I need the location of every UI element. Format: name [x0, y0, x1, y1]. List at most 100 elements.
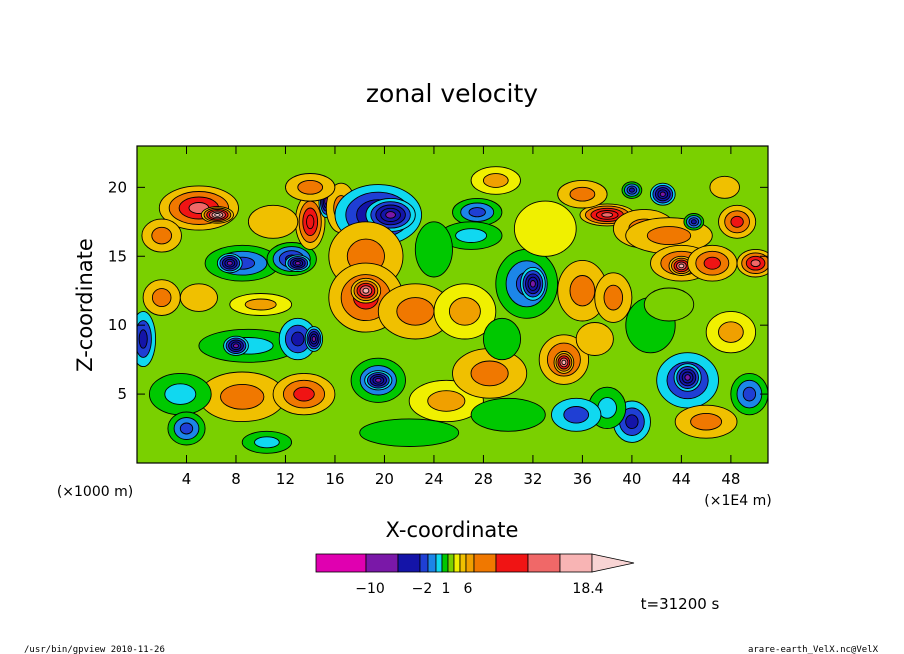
- colorbar-box-1: [365, 553, 399, 573]
- z-axis-label: Z-coordinate: [73, 238, 97, 372]
- velocity-blob-27-level-4: [601, 212, 614, 218]
- chart-title: zonal velocity: [366, 79, 538, 108]
- velocity-blob-41-level-2: [625, 414, 639, 430]
- velocity-blob-21-level-1: [455, 228, 488, 243]
- z-tick-label-5: 5: [117, 385, 127, 403]
- x-tick-label-28: 28: [474, 470, 493, 488]
- velocity-blob-48-level-2: [291, 331, 305, 347]
- velocity-blob-49-level-4: [311, 336, 317, 342]
- x-tick-label-32: 32: [523, 470, 542, 488]
- velocity-blob-71-level-0: [414, 221, 453, 278]
- velocity-blob-58-level-1: [563, 406, 590, 424]
- velocity-blob-73-level-0: [643, 287, 695, 322]
- x-tick-label-24: 24: [424, 470, 443, 488]
- colorbar-box-9: [459, 553, 467, 573]
- velocity-blob-69-level-1: [244, 298, 277, 311]
- colorbar-box-6: [441, 553, 449, 573]
- velocity-blob-29-level-1: [646, 226, 692, 246]
- z-axis-ticks: 5 10 15 20: [108, 178, 768, 403]
- x-tick-label-48: 48: [721, 470, 740, 488]
- z-tick-label-10: 10: [108, 316, 127, 334]
- velocity-blob-40-level-2: [742, 386, 757, 402]
- velocity-blob-61-level-0: [513, 200, 577, 257]
- z-tick-label-15: 15: [108, 247, 127, 265]
- velocity-blob-53-level-2: [179, 422, 194, 435]
- colorbar-box-12: [495, 553, 529, 573]
- colorbar-label-6: 6: [464, 581, 473, 597]
- velocity-blob-7-level-3: [306, 214, 315, 230]
- velocity-blob-56-level-1: [470, 360, 509, 387]
- velocity-blob-4-level-4: [226, 260, 233, 266]
- x-tick-label-8: 8: [231, 470, 241, 488]
- x-tick-label-40: 40: [622, 470, 641, 488]
- velocity-blob-17-level-1: [448, 297, 481, 326]
- z-unit-label: (×1000 m): [57, 484, 133, 500]
- velocity-blob-51-level-2: [293, 386, 315, 402]
- colorbar-box-2: [397, 553, 421, 573]
- velocity-blob-64-level-0: [709, 175, 740, 199]
- z-tick-label-20: 20: [108, 178, 127, 196]
- velocity-blob-47-level-4: [233, 343, 239, 349]
- velocity-blob-55-level-1: [427, 390, 466, 412]
- velocity-blob-68-level-0: [179, 283, 218, 312]
- velocity-blob-63-level-2: [730, 215, 744, 228]
- x-tick-label-20: 20: [375, 470, 394, 488]
- velocity-blob-45-level-1: [603, 284, 624, 311]
- colorbar-label-18_4: 18.4: [572, 581, 603, 597]
- velocity-blob-43-level-1: [690, 412, 723, 431]
- velocity-blob-57-level-0: [470, 397, 546, 432]
- velocity-blob-16-level-1: [396, 297, 435, 326]
- velocity-blob-2-level-1: [151, 226, 173, 245]
- colorbar-box-8: [453, 553, 461, 573]
- colorbar-box-11: [473, 553, 497, 573]
- velocity-blob-66-level-2: [138, 329, 148, 349]
- velocity-blob-54-level-1: [254, 436, 280, 449]
- colorbar-box-13: [527, 553, 561, 573]
- velocity-blob-35-level-3: [628, 187, 635, 193]
- velocity-blob-50-level-1: [220, 383, 265, 410]
- velocity-blob-19-level-4: [375, 377, 382, 383]
- colorbar: [315, 553, 635, 573]
- velocity-blob-24-level-4: [529, 280, 536, 288]
- colorbar-label-1: 1: [442, 581, 451, 597]
- velocity-blob-10-level-0: [247, 204, 299, 239]
- velocity-blob-72-level-0: [575, 322, 614, 356]
- x-tick-label-44: 44: [672, 470, 691, 488]
- velocity-blob-15-level-4: [362, 287, 370, 294]
- colorbar-labels: −10 −2 1 6 18.4: [355, 581, 603, 597]
- velocity-blob-33-level-3: [750, 259, 761, 268]
- footer-file-variable: arare-earth_VelX.nc@VelX: [748, 645, 879, 654]
- velocity-blob-70-level-0: [482, 317, 522, 361]
- velocity-blob-31-level-4: [678, 263, 685, 269]
- colorbar-box-0: [315, 553, 367, 573]
- velocity-blob-39-level-4: [684, 374, 691, 381]
- velocity-field: [137, 146, 768, 463]
- velocity-blob-20-level-2: [468, 207, 486, 218]
- colorbar-label--10: −10: [355, 581, 385, 597]
- velocity-blob-52-level-1: [164, 383, 197, 405]
- colorbar-box-5: [435, 553, 443, 573]
- velocity-blob-65-level-1: [718, 321, 744, 343]
- velocity-blob-12-level-4: [385, 211, 396, 219]
- velocity-blob-62-level-1: [569, 186, 596, 202]
- x-tick-label-4: 4: [182, 470, 192, 488]
- velocity-blob-44-level-1: [569, 275, 596, 307]
- velocity-blob-32-level-2: [703, 256, 721, 270]
- velocity-blob-60-level-1: [297, 179, 324, 195]
- colorbar-box-7: [447, 553, 455, 573]
- velocity-blob-1-level-5: [214, 213, 221, 217]
- x-axis-ticks: 4 8 12 16 20 24 28 32 36 40 44 48: [182, 146, 740, 488]
- colorbar-box-14: [559, 553, 593, 573]
- velocity-blob-6-level-4: [294, 261, 301, 266]
- velocity-blob-59-level-0: [359, 418, 460, 447]
- plot-frame: [136, 145, 769, 464]
- x-tick-label-36: 36: [573, 470, 592, 488]
- velocity-blob-36-level-3: [690, 219, 697, 225]
- colorbar-box-3: [419, 553, 429, 573]
- velocity-blob-26-level-4: [561, 359, 567, 366]
- velocity-blob-34-level-4: [659, 191, 666, 197]
- x-tick-label-16: 16: [325, 470, 344, 488]
- x-unit-label: (×1E4 m): [704, 493, 771, 509]
- velocity-blob-67-level-1: [151, 288, 172, 308]
